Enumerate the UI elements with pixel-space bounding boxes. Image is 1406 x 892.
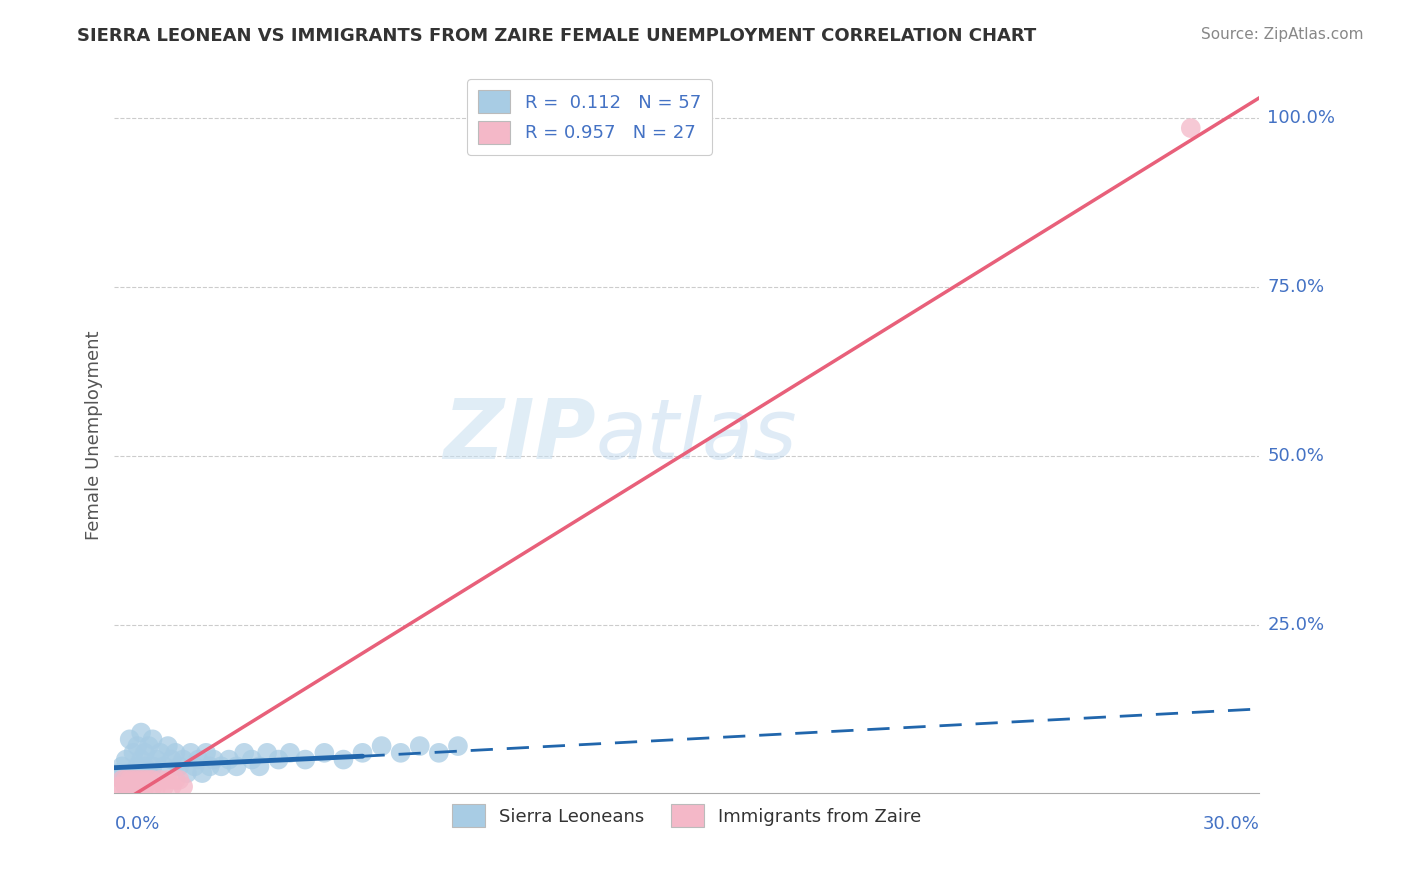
Point [107, 766, 129, 780]
Point [127, 772, 149, 787]
Point [389, 746, 412, 760]
Point [127, 739, 149, 753]
Text: 30.0%: 30.0% [1202, 815, 1260, 833]
Point [134, 780, 156, 794]
Point [118, 772, 141, 787]
Point [145, 753, 167, 767]
Point [160, 753, 183, 767]
Point [180, 746, 202, 760]
Point [118, 732, 141, 747]
Point [169, 759, 191, 773]
Point [111, 772, 134, 787]
Point [142, 732, 165, 747]
Point [370, 739, 392, 753]
Point [122, 780, 145, 794]
Y-axis label: Female Unemployment: Female Unemployment [86, 331, 103, 541]
Point [115, 780, 138, 794]
Point [129, 780, 152, 794]
Point [267, 753, 290, 767]
Point [352, 746, 374, 760]
Text: 75.0%: 75.0% [1267, 277, 1324, 296]
Point [183, 759, 205, 773]
Text: 50.0%: 50.0% [1267, 447, 1324, 465]
Point [256, 746, 278, 760]
Point [129, 772, 152, 787]
Point [115, 753, 138, 767]
Point [127, 772, 149, 787]
Point [169, 772, 191, 787]
Point [118, 772, 141, 787]
Legend: Sierra Leoneans, Immigrants from Zaire: Sierra Leoneans, Immigrants from Zaire [444, 797, 929, 834]
Point [138, 772, 160, 787]
Point [187, 753, 209, 767]
Point [142, 759, 165, 773]
Point [122, 746, 145, 760]
Point [218, 753, 240, 767]
Point [115, 780, 138, 794]
Point [1180, 121, 1202, 136]
Point [156, 739, 179, 753]
Point [111, 772, 134, 787]
Point [240, 753, 263, 767]
Text: SIERRA LEONEAN VS IMMIGRANTS FROM ZAIRE FEMALE UNEMPLOYMENT CORRELATION CHART: SIERRA LEONEAN VS IMMIGRANTS FROM ZAIRE … [77, 27, 1036, 45]
Point [115, 772, 138, 787]
Point [134, 746, 156, 760]
Point [111, 759, 134, 773]
Point [195, 746, 218, 760]
Point [107, 780, 129, 794]
Point [278, 746, 301, 760]
Text: 0.0%: 0.0% [114, 815, 160, 833]
Point [142, 780, 165, 794]
Point [129, 753, 152, 767]
Point [115, 772, 138, 787]
Point [122, 772, 145, 787]
Point [332, 753, 354, 767]
Point [111, 780, 134, 794]
Text: 100.0%: 100.0% [1267, 109, 1336, 127]
Point [233, 746, 256, 760]
Point [142, 772, 165, 787]
Point [225, 759, 247, 773]
Point [145, 780, 167, 794]
Point [160, 780, 183, 794]
Text: 25.0%: 25.0% [1267, 615, 1324, 633]
Point [156, 772, 179, 787]
Point [149, 746, 172, 760]
Point [209, 759, 232, 773]
Point [122, 766, 145, 780]
Point [153, 780, 176, 794]
Point [191, 766, 214, 780]
Point [427, 746, 450, 760]
Point [138, 766, 160, 780]
Point [129, 766, 152, 780]
Point [198, 759, 221, 773]
Point [172, 780, 194, 794]
Point [409, 739, 432, 753]
Point [165, 772, 187, 787]
Point [129, 725, 152, 739]
Point [294, 753, 316, 767]
Point [172, 753, 194, 767]
Point [153, 759, 176, 773]
Point [134, 759, 156, 773]
Point [127, 780, 149, 794]
Point [165, 746, 187, 760]
Text: ZIP: ZIP [443, 395, 595, 476]
Point [122, 780, 145, 794]
Text: Source: ZipAtlas.com: Source: ZipAtlas.com [1201, 27, 1364, 42]
Point [118, 780, 141, 794]
Point [149, 772, 172, 787]
Text: atlas: atlas [595, 395, 797, 476]
Point [202, 753, 225, 767]
Point [176, 766, 198, 780]
Point [314, 746, 336, 760]
Point [138, 739, 160, 753]
Point [249, 759, 271, 773]
Point [447, 739, 470, 753]
Point [134, 772, 156, 787]
Point [127, 759, 149, 773]
